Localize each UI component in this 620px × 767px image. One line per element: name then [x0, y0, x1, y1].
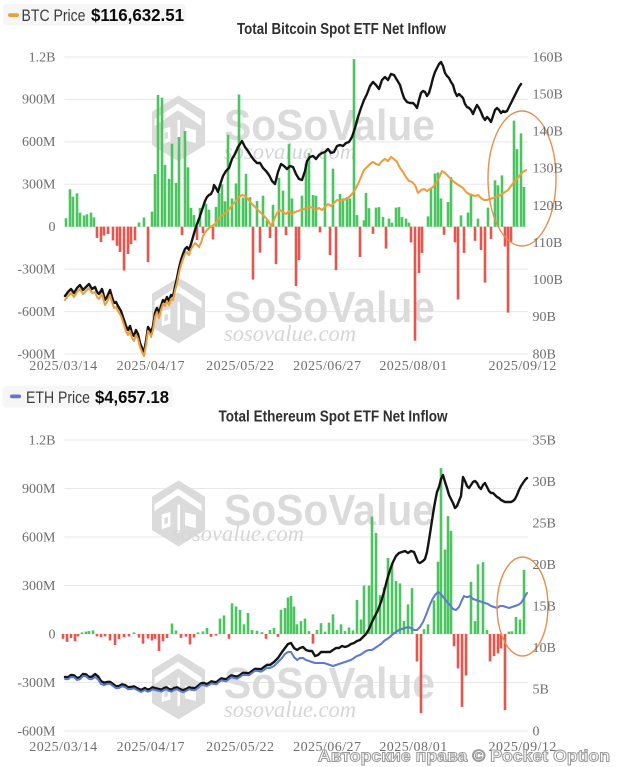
svg-text:Total Ethereum Spot ETF Net In: Total Ethereum Spot ETF Net Inflow — [219, 409, 449, 426]
svg-text:2025/05/22: 2025/05/22 — [206, 740, 274, 755]
svg-text:2025/04/17: 2025/04/17 — [117, 740, 185, 755]
svg-text:SoSoValue: SoSoValue — [224, 283, 435, 332]
svg-text:10B: 10B — [533, 641, 556, 656]
svg-text:25B: 25B — [533, 516, 556, 531]
svg-text:2025/03/14: 2025/03/14 — [29, 359, 97, 374]
svg-text:1.2B: 1.2B — [29, 433, 56, 448]
svg-text:-900M: -900M — [17, 347, 56, 362]
svg-text:35B: 35B — [533, 433, 556, 448]
svg-text:140B: 140B — [533, 125, 563, 140]
svg-text:SoSoValue: SoSoValue — [224, 101, 435, 150]
svg-text:2025/03/14: 2025/03/14 — [29, 740, 97, 755]
svg-text:BTC Price: BTC Price — [22, 7, 86, 25]
svg-text:5B: 5B — [533, 683, 549, 698]
svg-text:2025/06/27: 2025/06/27 — [293, 740, 361, 755]
svg-text:600M: 600M — [22, 135, 56, 150]
svg-text:-300M: -300M — [17, 262, 56, 277]
svg-text:2025/08/01: 2025/08/01 — [379, 359, 447, 374]
svg-text:-600M: -600M — [17, 305, 56, 320]
svg-text:300M: 300M — [22, 579, 56, 594]
svg-text:sosovalue.com: sosovalue.com — [224, 321, 356, 346]
svg-text:2025/08/01: 2025/08/01 — [379, 740, 447, 755]
svg-text:sosovalue.com: sosovalue.com — [224, 697, 356, 722]
svg-text:Total Bitcoin Spot ETF Net Inf: Total Bitcoin Spot ETF Net Inflow — [237, 21, 447, 38]
svg-text:2025/04/17: 2025/04/17 — [117, 359, 185, 374]
svg-text:600M: 600M — [22, 530, 56, 545]
svg-text:SoSoValue: SoSoValue — [224, 659, 435, 708]
svg-text:130B: 130B — [533, 162, 563, 177]
svg-text:2025/06/27: 2025/06/27 — [293, 359, 361, 374]
svg-text:15B: 15B — [533, 600, 556, 615]
svg-text:90B: 90B — [533, 310, 556, 325]
svg-text:150B: 150B — [533, 87, 563, 102]
svg-text:300M: 300M — [22, 178, 56, 193]
svg-text:120B: 120B — [533, 199, 563, 214]
svg-text:0: 0 — [533, 724, 540, 739]
svg-text:900M: 900M — [22, 482, 56, 497]
svg-text:0: 0 — [49, 220, 56, 235]
svg-text:2025/09/12: 2025/09/12 — [489, 740, 557, 755]
svg-text:160B: 160B — [533, 50, 563, 65]
svg-text:110B: 110B — [533, 236, 563, 251]
svg-text:900M: 900M — [22, 93, 56, 108]
svg-text:-300M: -300M — [17, 676, 56, 691]
svg-text:ETH Price: ETH Price — [26, 389, 90, 407]
svg-text:-600M: -600M — [17, 724, 56, 739]
svg-text:80B: 80B — [533, 347, 556, 362]
svg-text:$116,632.51: $116,632.51 — [91, 5, 184, 25]
svg-text:0: 0 — [49, 627, 56, 642]
svg-text:$4,657.18: $4,657.18 — [95, 387, 169, 407]
svg-text:sosovalue.com: sosovalue.com — [172, 521, 304, 546]
svg-text:20B: 20B — [533, 558, 556, 573]
svg-text:100B: 100B — [533, 273, 563, 288]
svg-text:1.2B: 1.2B — [29, 50, 56, 65]
svg-text:Авторские права © Pocket Optio: Авторские права © Pocket Option — [318, 748, 610, 766]
svg-text:SoSoValue: SoSoValue — [224, 486, 435, 535]
svg-text:30B: 30B — [533, 475, 556, 490]
svg-text:2025/05/22: 2025/05/22 — [206, 359, 274, 374]
svg-text:2025/09/12: 2025/09/12 — [489, 359, 557, 374]
